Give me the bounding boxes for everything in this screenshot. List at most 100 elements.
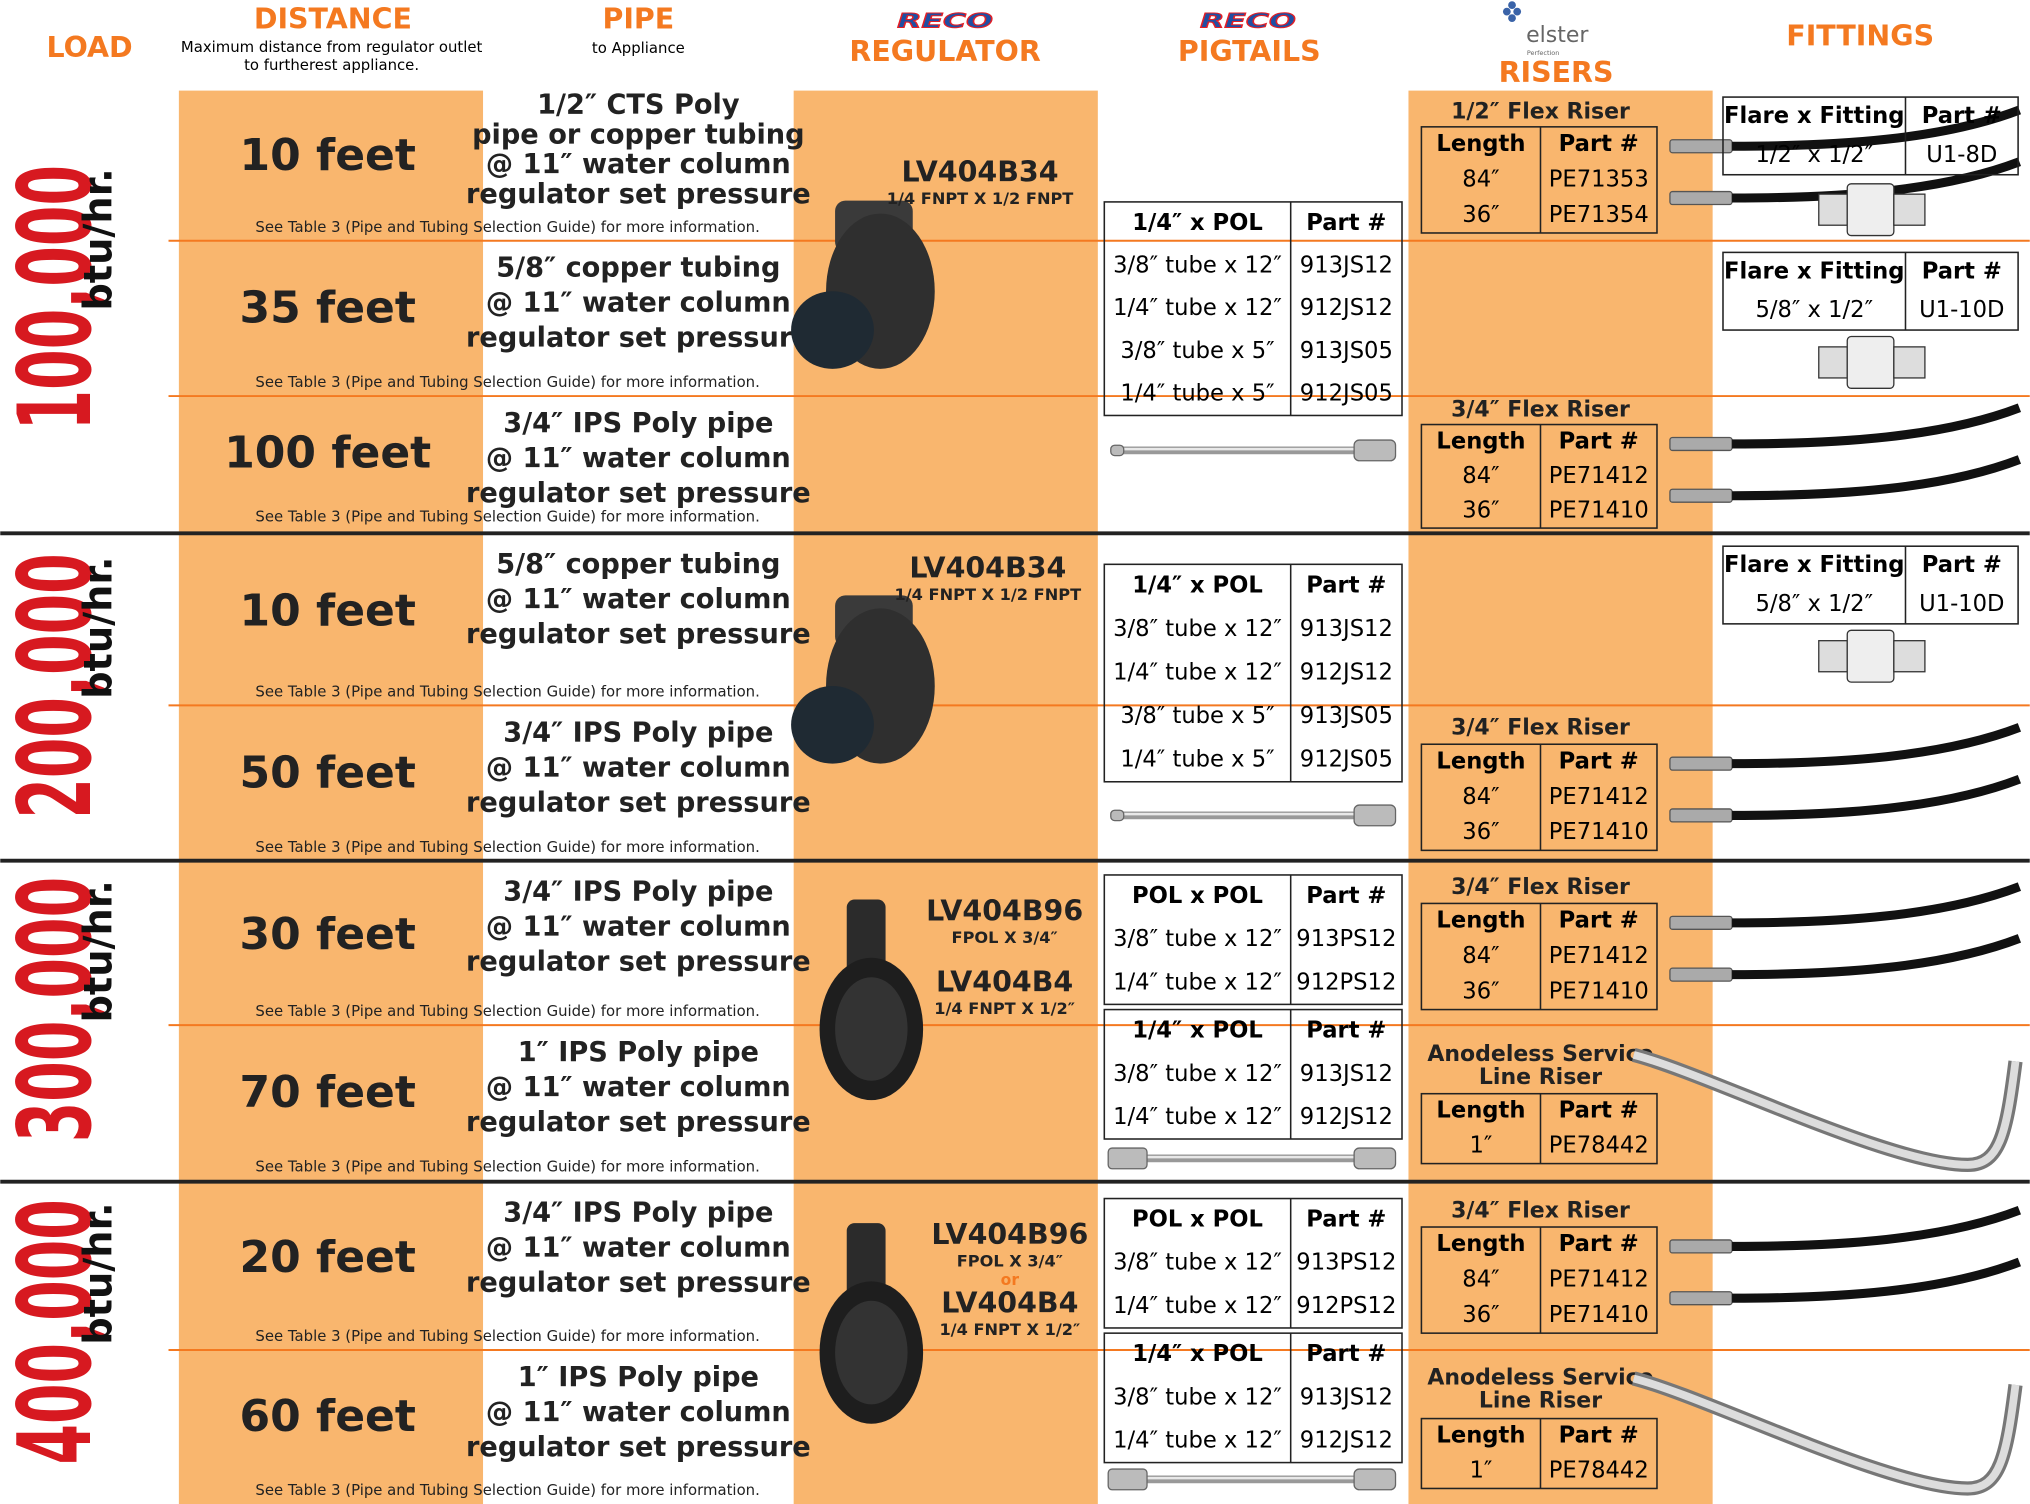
fitting-thread (1818, 640, 1848, 673)
distance: 20 feet (240, 1232, 416, 1283)
table-header: Length (1436, 1231, 1525, 1257)
logo-dot (1502, 7, 1511, 16)
table-header: Part # (1306, 1341, 1386, 1367)
regulator-model: LV404B34 (909, 552, 1066, 585)
table-cell: PE71412 (1549, 943, 1649, 969)
table-header: Flare x Fitting (1724, 103, 1904, 129)
table-border (1103, 1008, 1403, 1140)
pigtail-fitting (1353, 1468, 1397, 1491)
table-cell: PE71410 (1549, 978, 1649, 1004)
table-cell: PE78442 (1549, 1133, 1649, 1159)
table-cell: 84″ (1462, 463, 1499, 489)
note: See Table 3 (Pipe and Tubing Selection G… (255, 682, 759, 700)
distance: 70 feet (240, 1067, 416, 1118)
pipe-text: 3/4″ IPS Poly pipe (503, 1198, 773, 1229)
distance: 100 feet (224, 428, 431, 479)
table-border (1420, 1092, 1658, 1165)
header-distance: DISTANCE (254, 3, 412, 36)
pipe-text: @ 11″ water column (486, 1397, 791, 1428)
regulator-model: LV404B4 (936, 966, 1073, 999)
table-cell: 912PS12 (1296, 969, 1396, 995)
logo-dot (1508, 14, 1516, 23)
table-cell: 5/8″ x 1/2″ (1755, 297, 1873, 323)
fitting-hex (1846, 183, 1895, 237)
table-cell: PE71410 (1549, 819, 1649, 845)
pipe-text: @ 11″ water column (486, 752, 791, 783)
regulator-connection: 1/4 FNPT X 1/2″ (934, 999, 1075, 1018)
table-cell: 913JS05 (1300, 703, 1393, 729)
table-header: 1/4″ x POL (1132, 1018, 1263, 1044)
hose (1732, 723, 2022, 769)
regulator-model: LV404B4 (941, 1287, 1078, 1320)
regulator-image (819, 1223, 924, 1424)
pipe-text: @ 11″ water column (486, 584, 791, 615)
pipe-text: regulator set pressure (466, 1267, 811, 1298)
regulator-connection: FPOL X 3/4″ (952, 928, 1058, 947)
table-cell: U1-10D (1919, 297, 2004, 323)
table-header: Part # (1306, 883, 1386, 909)
table-header: Length (1436, 748, 1525, 774)
reg-part (846, 899, 886, 978)
pipe-text: @ 11″ water column (486, 288, 791, 319)
table-border (1103, 1197, 1403, 1329)
reg-part (791, 685, 874, 764)
anodeless-riser (1632, 1374, 2020, 1493)
header-note: Maximum distance from regulator outlet (181, 38, 483, 56)
hose-fitting (1669, 967, 1733, 982)
load-unit: btu/hr. (77, 557, 122, 699)
reg-part (835, 1300, 908, 1405)
table-cell: 913JS12 (1300, 1384, 1393, 1410)
riser-title: 3/4″ Flex Riser (1451, 716, 1630, 741)
table-cell: PE78442 (1549, 1457, 1649, 1483)
pigtail-fitting (1353, 804, 1397, 827)
table-header: Part # (1559, 1231, 1639, 1257)
regulator-model: LV404B34 (902, 155, 1059, 188)
table-cell: 36″ (1462, 819, 1499, 845)
hose (1732, 934, 2022, 980)
hose-fitting (1669, 436, 1733, 452)
load-value: 400,000 (0, 1199, 114, 1464)
table-cell: U1-8D (1926, 142, 1997, 168)
pigtail-fitting (1353, 1147, 1397, 1170)
pipe-text: @ 11″ water column (486, 912, 791, 943)
hose-fitting (1669, 488, 1733, 503)
table-header: Part # (1559, 908, 1639, 934)
table-header: Part # (1559, 131, 1639, 157)
table-header: POL x POL (1132, 883, 1263, 909)
column-fill (178, 90, 484, 1504)
table-header: Part # (1559, 748, 1639, 774)
table-cell: 3/8″ tube x 12″ (1113, 252, 1282, 278)
header-pigtails: PIGTAILS (1178, 35, 1321, 68)
table-header: Part # (1922, 103, 2002, 129)
table-cell: 3/8″ tube x 12″ (1113, 1061, 1282, 1087)
table-cell: 3/8″ tube x 5″ (1120, 703, 1274, 729)
load-value: 100,000 (0, 165, 114, 430)
fitting-hex (1846, 629, 1895, 683)
table-border (1722, 251, 2019, 331)
pipe-text: regulator set pressure (466, 478, 811, 509)
pigtail-fitting (1107, 1468, 1148, 1491)
table-border (1420, 126, 1658, 234)
distance: 35 feet (240, 283, 416, 334)
table-cell: 36″ (1462, 1302, 1499, 1328)
pigtail-fitting (1107, 1147, 1148, 1170)
note: See Table 3 (Pipe and Tubing Selection G… (255, 1481, 759, 1499)
logo-dot (1508, 1, 1516, 10)
table-cell: 1/4″ tube x 12″ (1113, 1293, 1282, 1319)
regulator-image (819, 899, 924, 1101)
hose (1732, 1257, 2022, 1303)
reg-part (791, 291, 874, 369)
table-cell: 912JS05 (1300, 747, 1393, 773)
table-header: Length (1436, 428, 1525, 454)
table-cell: 912PS12 (1296, 1293, 1396, 1319)
brand-logo: RECO (897, 10, 993, 33)
hose (1732, 455, 2022, 501)
fitting-thread (1818, 193, 1848, 226)
load-unit: btu/hr. (77, 880, 122, 1022)
hose-fitting (1669, 808, 1733, 823)
pipe-text: @ 11″ water column (486, 1233, 791, 1264)
regulator-connection: 1/4 FNPT X 1/2 FNPT (895, 585, 1082, 604)
table-border (1722, 545, 2019, 625)
pipe-text: @ 11″ water column (486, 443, 791, 474)
